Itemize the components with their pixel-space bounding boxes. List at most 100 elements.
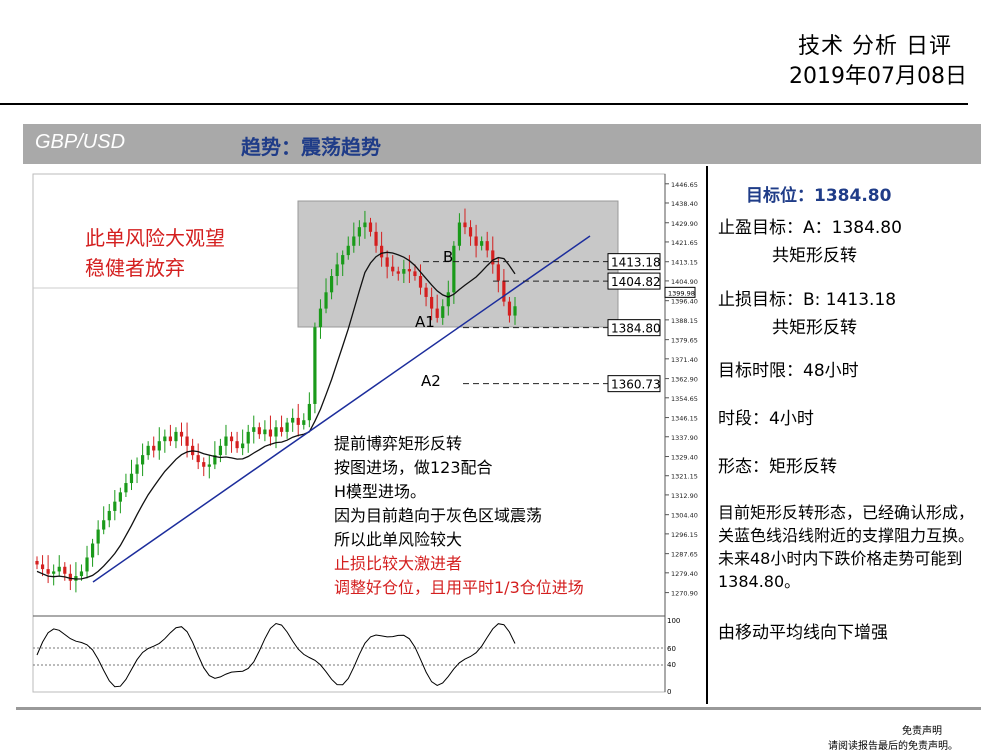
candlesticks [35,208,517,593]
candle-body [296,417,300,425]
moving-average-line [36,251,516,580]
candle-body [496,264,500,281]
candle-body [196,455,200,463]
candle-body [90,543,95,558]
timeframe: 时段：4小时 [718,409,814,429]
strategy-note-red-line: 调整好仓位，且用平时1/3仓位进场 [334,578,584,597]
candle-body [307,403,311,421]
candle-body [135,464,139,474]
candle-body [341,255,345,265]
level-label: 1404.82 [611,275,661,289]
candle-body [491,250,495,265]
candle-body [252,427,256,432]
candle-body [413,271,417,277]
candle-body [118,492,122,502]
candle-body [457,222,462,246]
title-banner: GBP/USD 趋势：震荡趋势 [23,124,981,164]
candle-body [302,420,306,425]
vertical-divider [706,166,708,704]
candle-body [263,429,267,435]
candle-body [357,227,361,237]
osc-label-40: 40 [667,661,676,669]
candle-body [502,280,506,302]
candle-body [229,436,234,442]
stop-loss-line: 止损目标：B: 1413.18 [718,290,897,310]
bottom-divider [16,707,981,710]
price-axis-ticks: 1446.65 1438.40 1429.90 1421.65 1413.15 1404.… [664,181,698,598]
candle-body [485,241,489,251]
level-label-box [607,272,661,290]
y-tick-label: 1304.40 [671,512,698,520]
candle-body [441,306,445,318]
strategy-note-line: 按图进场，做123配合 [334,458,493,477]
candle-body [96,529,100,544]
osc-label-60: 60 [667,645,676,653]
chart-panel: 1446.65 1438.40 1429.90 1421.65 1413.15 1404.… [23,164,707,704]
candle-body [396,271,400,274]
y-tick-label: 1287.65 [671,551,698,559]
y-tick-label: 1312.90 [671,492,698,500]
candle-body [424,287,428,297]
take-profit-line: 止盈目标：A：1384.80 [718,218,902,238]
osc-label-0: 0 [667,688,671,696]
candle-body [207,464,211,467]
candle-body [446,292,450,307]
current-price-label: 1399.98 [668,289,695,297]
candle-body [202,462,206,467]
y-tick-label: 1421.65 [671,239,698,247]
candle-body [380,245,384,258]
candle-body [174,431,178,442]
y-tick-label: 1446.65 [671,181,698,189]
rectangle-zone [297,200,619,328]
candle-body [418,276,423,288]
candle-body [185,436,189,446]
candle-body [435,308,439,318]
candle-body [374,231,378,246]
risk-warning-line1: 此单风险大观望 [85,226,225,250]
candle-body [85,557,89,572]
candle-body [68,573,72,581]
candle-body [463,222,467,228]
report-date: 2019年07月08日 [789,64,967,89]
candle-body [507,301,512,316]
y-tick-label: 1429.90 [671,220,698,228]
target-label: 目标位： [746,186,814,206]
candle-body [274,427,278,437]
candle-body [107,510,111,521]
analysis-description: 目前矩形反转形态，已经确认形成，关蓝色线沿线附近的支撑阻力互换。未来48小时内下… [718,503,975,591]
level-label-box [607,253,661,271]
candle-body [480,241,484,246]
candle-body [430,296,434,309]
current-price-box [664,286,696,298]
candle-body [468,227,473,237]
level-label: 1384.80 [611,322,661,336]
candle-body [235,441,239,449]
candle-body [35,560,39,565]
candle-body [179,431,184,437]
target-value: 1384.80 [814,186,892,206]
candle-body [141,455,145,465]
candle-body [363,222,367,228]
level-label-box [607,319,661,337]
candle-body [268,429,273,437]
candle-body [57,566,61,572]
candle-body [152,445,156,451]
candle-body [124,483,128,493]
stop-loss-note: 共矩形反转 [772,318,857,338]
level-label: 1360.73 [611,378,661,392]
candle-body [318,308,323,328]
candle-body [352,236,356,246]
ma-note: 由移动平均线向下增强 [718,623,888,643]
price-chart: 1446.65 1438.40 1429.90 1421.65 1413.15 1404.… [32,173,698,696]
level-label: 1413.18 [611,256,661,270]
candle-body [257,427,261,435]
trend-label: 趋势：震荡趋势 [241,135,381,159]
y-tick-label: 1388.15 [671,317,698,325]
y-tick-label: 1379.65 [671,337,698,345]
risk-warning-line2: 稳健者放弃 [85,256,185,280]
y-tick-label: 1371.40 [671,356,698,364]
candle-body [224,436,228,446]
y-tick-label: 1362.90 [671,376,698,384]
candle-body [157,441,161,451]
candle-body [102,520,106,530]
